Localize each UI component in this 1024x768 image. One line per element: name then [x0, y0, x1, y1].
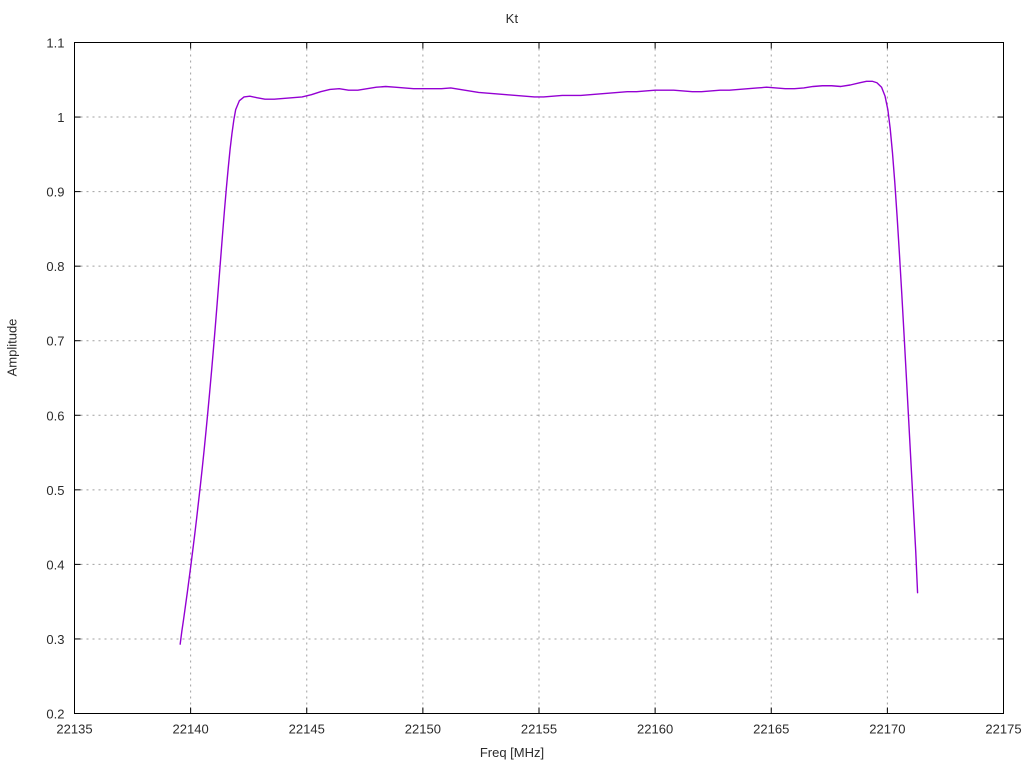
svg-text:22170: 22170	[869, 722, 905, 737]
svg-text:1: 1	[57, 110, 64, 125]
svg-text:0.6: 0.6	[46, 408, 64, 423]
data-series	[179, 80, 919, 645]
svg-text:0.4: 0.4	[46, 557, 64, 572]
chart-title: Kt	[505, 11, 519, 26]
gridlines	[74, 42, 1004, 714]
x-axis-label: Freq [MHz]	[479, 745, 545, 760]
svg-text:22165: 22165	[753, 722, 789, 737]
svg-text:22155: 22155	[521, 722, 557, 737]
svg-text:22150: 22150	[405, 722, 441, 737]
svg-text:0.3: 0.3	[46, 632, 64, 647]
svg-text:0.7: 0.7	[46, 334, 64, 349]
svg-text:1.1: 1.1	[46, 36, 64, 51]
svg-text:0.5: 0.5	[46, 483, 64, 498]
svg-text:22160: 22160	[637, 722, 673, 737]
svg-text:22140: 22140	[173, 722, 209, 737]
svg-text:22145: 22145	[289, 722, 325, 737]
svg-text:22175: 22175	[985, 722, 1021, 737]
axis-tick-labels: 22135 22140 22145 22150 22155 22160 22165 22170…	[46, 36, 1021, 737]
svg-text:22135: 22135	[56, 722, 92, 737]
plot-frame	[74, 42, 1004, 714]
svg-text:0.2: 0.2	[46, 707, 64, 722]
svg-text:0.8: 0.8	[46, 259, 64, 274]
svg-text:0.9: 0.9	[46, 185, 64, 200]
